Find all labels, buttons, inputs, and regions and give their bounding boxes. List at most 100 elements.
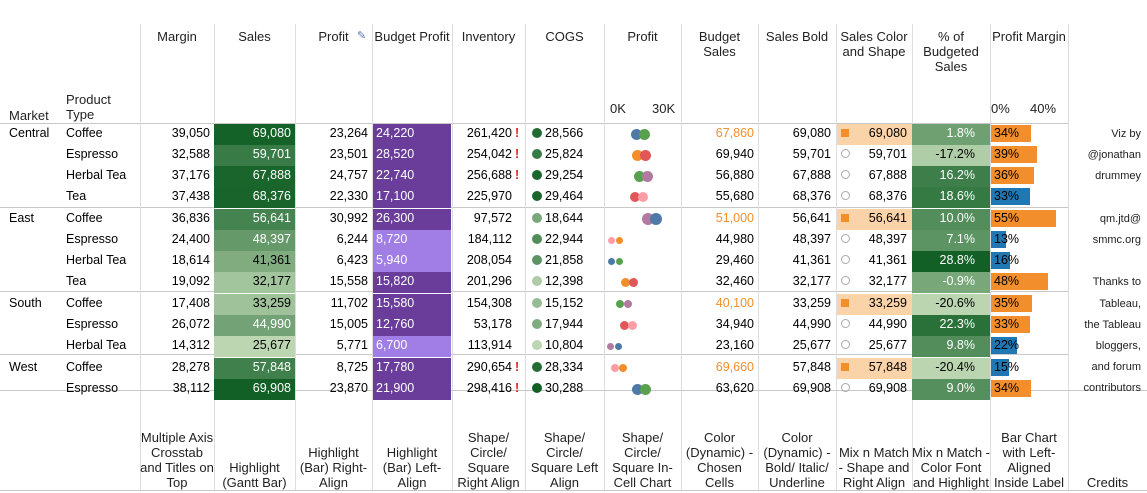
column-divider (372, 24, 373, 490)
sales-bold-value: 25,677 (792, 338, 831, 352)
group-divider (0, 123, 1068, 124)
product-label: Espresso (66, 381, 119, 395)
product-label: Coffee (66, 126, 103, 140)
sales-value: 69,908 (252, 381, 291, 395)
footer-text: Highlight (Bar) Left-Align (382, 445, 442, 490)
budget-sales-value: 55,680 (715, 189, 754, 203)
sales-bold-value: 57,848 (792, 360, 831, 374)
inventory-value: 208,054 (466, 253, 512, 267)
column-divider (990, 24, 991, 490)
market-label: South (9, 296, 42, 310)
column-header-0[interactable]: Margin (157, 29, 197, 44)
circle-icon (841, 230, 853, 249)
inventory-value: 97,572 (473, 211, 512, 225)
sales-color-value: 48,397 (868, 232, 907, 246)
pct-budget-value: 1.8% (946, 126, 976, 140)
profit-dot-icon (619, 364, 628, 372)
credit-line: drummey (1095, 170, 1141, 183)
footer-label-1: Highlight (Gantt Bar) (214, 398, 295, 490)
column-header-7[interactable]: Budget Sales (698, 29, 741, 59)
column-header-3[interactable]: Budget Profit (374, 29, 450, 44)
cogs-value: 10,804 (545, 338, 584, 352)
profit-dot-icon (628, 277, 638, 287)
profit-dot-icon (611, 364, 620, 372)
margin-value: 36,836 (171, 211, 210, 225)
cogs-dot-icon (532, 294, 544, 313)
column-header-10[interactable]: % of Budgeted Sales (923, 29, 979, 74)
column-header-6[interactable]: Profit (627, 29, 658, 44)
pct-highlight (912, 230, 990, 251)
margin-value: 24,400 (171, 232, 210, 246)
column-header-2[interactable]: Profit (318, 29, 349, 44)
sales-highlight (214, 294, 295, 315)
budget-profit-value: 5,940 (376, 253, 408, 267)
column-header-1[interactable]: Sales (238, 29, 271, 44)
budget-profit-value: 15,820 (376, 274, 415, 288)
pct-highlight (912, 272, 990, 293)
profit-value: 5,771 (336, 338, 368, 352)
cogs-dot-icon (532, 187, 544, 206)
profit-dot-icon (631, 128, 643, 140)
column-header-8[interactable]: Sales Bold (765, 29, 829, 44)
column-divider (836, 24, 837, 490)
profit-axis-30: 30K (652, 101, 676, 116)
margin-axis-0: 0% (991, 101, 1010, 116)
profit-dot-icon (631, 149, 643, 161)
credit-line: Thanks to (1092, 276, 1141, 289)
profit-value: 8,725 (336, 360, 368, 374)
profit-value: 30,992 (329, 211, 368, 225)
pct-highlight (912, 358, 990, 379)
market-label: East (9, 211, 35, 225)
sales-color-value: 56,641 (868, 211, 907, 225)
budget-profit-value: 24,220 (376, 126, 415, 140)
footer-text: Bar Chart with Left-Aligned Inside Label (993, 430, 1065, 490)
market-label: West (9, 360, 38, 374)
sales-value: 68,376 (252, 189, 291, 203)
circle-icon (841, 315, 853, 334)
profit-dot-icon (638, 192, 649, 202)
market-label: Central (9, 126, 50, 140)
profit-dot-icon (607, 236, 615, 244)
column-header-4[interactable]: Inventory (461, 29, 516, 44)
product-label: Espresso (66, 232, 119, 246)
inventory-value: 290,654 (466, 360, 512, 374)
footer-text: Color (Dynamic) - Chosen Cells (685, 430, 754, 490)
inventory-value: 184,112 (467, 232, 512, 246)
product-label: Herbal Tea (66, 338, 127, 352)
column-divider (604, 24, 605, 490)
profit-dot-icon (632, 383, 644, 395)
sales-bold-value: 33,259 (792, 296, 831, 310)
pct-highlight (912, 166, 990, 187)
footer-label-5: Shape/ Circle/ Square Left Align (525, 398, 604, 490)
footer-text: Shape/ Circle/ Square Left Align (530, 430, 599, 490)
inventory-value: 261,420 (466, 126, 512, 140)
sales-highlight (214, 272, 295, 293)
profit-margin-value: 15% (994, 360, 1020, 374)
column-header-9[interactable]: Sales Color and Shape (840, 29, 908, 59)
product-label: Coffee (66, 360, 103, 374)
sales-color-value: 44,990 (868, 317, 907, 331)
product-label: Herbal Tea (66, 168, 127, 182)
profit-margin-value: 34% (994, 126, 1020, 140)
sales-color-value: 69,908 (868, 381, 907, 395)
profit-dot-icon (628, 320, 637, 330)
profit-margin-bar (991, 125, 1031, 142)
inventory-alert-icon: ! (515, 126, 520, 140)
footer-label-2: Highlight (Bar) Right-Align (295, 398, 372, 490)
inventory-value: 53,178 (473, 317, 512, 331)
profit-header-icon[interactable]: ✎ (357, 30, 367, 42)
column-header-11[interactable]: Profit Margin (992, 29, 1066, 44)
pct-highlight (912, 145, 990, 166)
sales-color-bg (837, 294, 912, 315)
circle-icon (841, 166, 853, 185)
profit-margin-bar (991, 295, 1032, 312)
sales-highlight (214, 209, 295, 230)
budget-profit-bar (373, 187, 451, 208)
profit-dot-icon (650, 213, 663, 225)
profit-value: 24,757 (329, 168, 368, 182)
column-header-5[interactable]: COGS (545, 29, 584, 44)
footer-label-6: Shape/ Circle/ Square In-Cell Chart (604, 398, 681, 490)
profit-dot-icon (623, 300, 632, 308)
sales-color-bg (837, 209, 912, 230)
